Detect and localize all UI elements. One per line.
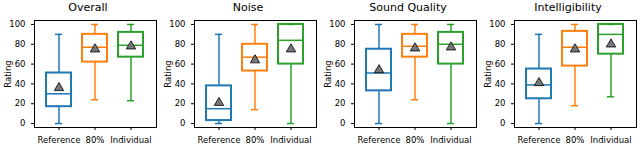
svg-text:Reference: Reference — [518, 135, 561, 145]
svg-text:100: 100 — [169, 19, 185, 29]
svg-text:80%: 80% — [566, 135, 585, 145]
svg-text:0: 0 — [20, 118, 25, 128]
svg-text:20: 20 — [335, 98, 346, 108]
svg-text:60: 60 — [495, 59, 506, 69]
svg-text:60: 60 — [15, 59, 26, 69]
svg-text:60: 60 — [175, 59, 186, 69]
html-text:Noise: Noise — [232, 1, 264, 14]
svg-text:20: 20 — [175, 98, 186, 108]
svg-text:Rating: Rating — [3, 60, 13, 87]
svg-text:0: 0 — [500, 118, 505, 128]
svg-text:100: 100 — [9, 19, 25, 29]
svg-text:20: 20 — [15, 98, 26, 108]
svg-text:Rating: Rating — [323, 60, 333, 87]
svg-text:Individual: Individual — [430, 135, 471, 145]
svg-text:Reference: Reference — [198, 135, 241, 145]
html-text:Overall: Overall — [68, 1, 108, 14]
svg-text:80: 80 — [495, 39, 506, 49]
svg-text:40: 40 — [335, 79, 346, 89]
svg-text:Individual: Individual — [590, 135, 631, 145]
html-text:Sound Quality: Sound Quality — [369, 1, 447, 14]
svg-text:80%: 80% — [86, 135, 105, 145]
svg-text:100: 100 — [329, 19, 345, 29]
svg-text:80%: 80% — [246, 135, 265, 145]
svg-text:80: 80 — [15, 39, 26, 49]
svg-text:40: 40 — [495, 79, 506, 89]
svg-text:60: 60 — [335, 59, 346, 69]
svg-text:Reference: Reference — [38, 135, 81, 145]
svg-text:40: 40 — [15, 79, 26, 89]
svg-text:Reference: Reference — [358, 135, 401, 145]
svg-text:Rating: Rating — [483, 60, 493, 87]
svg-text:Rating: Rating — [163, 60, 173, 87]
svg-text:0: 0 — [340, 118, 345, 128]
html-text:Intelligibility: Intelligibility — [534, 1, 602, 14]
svg-text:Individual: Individual — [110, 135, 151, 145]
svg-text:Individual: Individual — [270, 135, 311, 145]
svg-text:80%: 80% — [406, 135, 425, 145]
svg-text:100: 100 — [489, 19, 505, 29]
svg-text:80: 80 — [175, 39, 186, 49]
svg-text:0: 0 — [180, 118, 185, 128]
svg-text:40: 40 — [175, 79, 186, 89]
svg-text:20: 20 — [495, 98, 506, 108]
svg-text:80: 80 — [335, 39, 346, 49]
